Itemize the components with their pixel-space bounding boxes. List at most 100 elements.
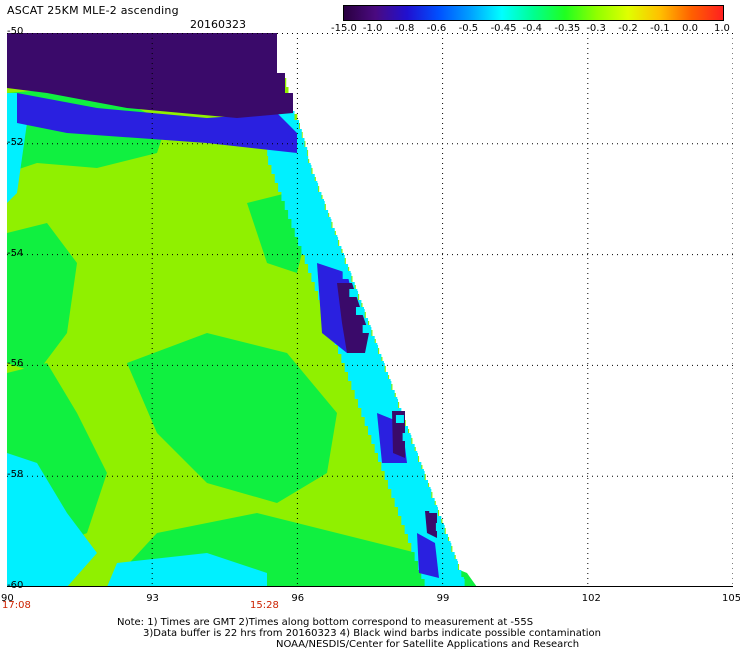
wind-field-map xyxy=(7,33,733,587)
edge-speck xyxy=(455,577,464,585)
edge-speck xyxy=(309,181,318,189)
edge-speck xyxy=(382,379,391,387)
footer-note-3: NOAA/NESDIS/Center for Satellite Applica… xyxy=(276,639,580,650)
longitude-tick-label: 90 xyxy=(1,593,14,604)
longitude-tick-label: 102 xyxy=(581,593,601,604)
swath-cell xyxy=(7,276,353,285)
swath-cell xyxy=(7,168,313,177)
swath-cell xyxy=(7,159,310,168)
colorbar-tick-label: -1.0 xyxy=(362,23,383,34)
edge-cyan-cell xyxy=(274,174,315,183)
edge-cyan-cell xyxy=(348,372,389,381)
swath-cell xyxy=(7,294,360,303)
edge-speck xyxy=(409,451,418,459)
swath-cell xyxy=(7,150,309,159)
edge-cyan-cell xyxy=(391,489,432,498)
edge-cyan-cell xyxy=(284,201,325,210)
edge-cyan-cell xyxy=(288,210,329,219)
latitude-tick-label: -52 xyxy=(7,136,24,148)
purple-region xyxy=(337,283,369,353)
cyan-region xyxy=(107,553,267,587)
footer-note-2: 3)Data buffer is 22 hrs from 20160323 4)… xyxy=(143,628,601,639)
edge-speck xyxy=(316,199,325,207)
map-title: ASCAT 25KM MLE-2 ascending xyxy=(7,4,179,17)
swath-cell xyxy=(7,492,433,501)
blue-region xyxy=(17,93,297,153)
colorbar-tick-label: -0.6 xyxy=(426,23,447,34)
edge-speck xyxy=(389,397,398,405)
edge-cyan-cell xyxy=(358,399,399,408)
swath-cell xyxy=(7,222,333,231)
blue-region xyxy=(417,533,439,578)
edge-cyan-cell xyxy=(271,165,312,174)
time-label-start: 17:08 xyxy=(2,600,31,611)
swath-cell xyxy=(7,483,430,492)
edge-cyan-cell xyxy=(291,219,332,228)
edge-speck xyxy=(369,343,378,351)
colorbar-tick-label: -0.3 xyxy=(586,23,606,34)
edge-cyan-cell xyxy=(354,390,395,399)
swath-cell xyxy=(7,231,336,240)
edge-cyan-cell xyxy=(387,480,428,489)
edge-speck xyxy=(329,235,338,243)
edge-cyan-cell xyxy=(407,534,448,543)
colorbar-tick-label: -0.5 xyxy=(458,23,479,34)
edge-cyan-cell xyxy=(351,381,392,390)
edge-speck xyxy=(449,559,458,567)
longitude-tick-label: 96 xyxy=(291,593,305,604)
colorbar xyxy=(343,5,724,21)
edge-cyan-cell xyxy=(294,228,335,237)
swath-cell xyxy=(7,258,346,267)
edge-cyan-cell xyxy=(268,156,309,165)
colorbar-tick-label: -0.45 xyxy=(490,23,517,34)
latitude-tick-label: -54 xyxy=(7,247,24,259)
latitude-tick-label: -50 xyxy=(7,26,24,37)
colorbar-tick-label: -0.35 xyxy=(554,23,581,34)
colorbar-tick-label: -0.2 xyxy=(618,23,638,34)
edge-speck xyxy=(395,415,404,423)
edge-speck xyxy=(349,289,358,297)
footer-note-1: Note: 1) Times are GMT 2)Times along bot… xyxy=(117,617,534,628)
swath-cell xyxy=(7,186,320,195)
green-region xyxy=(7,223,77,373)
green-region xyxy=(127,333,337,503)
swath-cell xyxy=(7,510,440,519)
swath-cell xyxy=(7,267,350,276)
colorbar-tick-label: -15.0 xyxy=(331,23,357,34)
edge-cyan-cell xyxy=(424,579,465,587)
edge-cyan-cell xyxy=(301,246,342,255)
colorbar-tick-label: -0.4 xyxy=(522,23,543,34)
swath-cell xyxy=(7,240,340,249)
edge-speck xyxy=(429,505,438,513)
swath-cell xyxy=(7,249,343,258)
swath-cell xyxy=(7,312,366,321)
edge-speck xyxy=(435,523,444,531)
latitude-tick-label: -56 xyxy=(7,358,24,370)
edge-speck xyxy=(402,433,411,441)
edge-cyan-cell xyxy=(404,525,445,534)
colorbar-tick-label: 0.0 xyxy=(682,23,698,34)
swath-cell xyxy=(7,330,373,339)
edge-cyan-cell xyxy=(278,183,319,192)
longitude-tick-label: 93 xyxy=(146,593,159,604)
cyan-region xyxy=(7,453,97,587)
time-label-mid: 15:28 xyxy=(250,600,279,611)
colorbar-tick-label: -0.1 xyxy=(650,23,670,34)
latitude-tick-label: -60 xyxy=(7,580,24,591)
edge-speck xyxy=(362,325,371,333)
map-area xyxy=(7,33,733,587)
colorbar-tick-label: -0.8 xyxy=(394,23,415,34)
swath-cell xyxy=(7,501,436,510)
swath-cell xyxy=(7,303,363,312)
purple-region xyxy=(7,33,293,118)
edge-speck xyxy=(322,217,331,225)
map-date: 20160323 xyxy=(190,18,246,31)
swath-cell xyxy=(7,177,316,186)
edge-cyan-cell xyxy=(341,354,382,363)
swath-cell xyxy=(7,195,323,204)
swath-cell xyxy=(7,204,326,213)
swath-cell xyxy=(7,285,356,294)
edge-speck xyxy=(375,361,384,369)
edge-speck xyxy=(302,163,311,171)
edge-speck xyxy=(422,487,431,495)
